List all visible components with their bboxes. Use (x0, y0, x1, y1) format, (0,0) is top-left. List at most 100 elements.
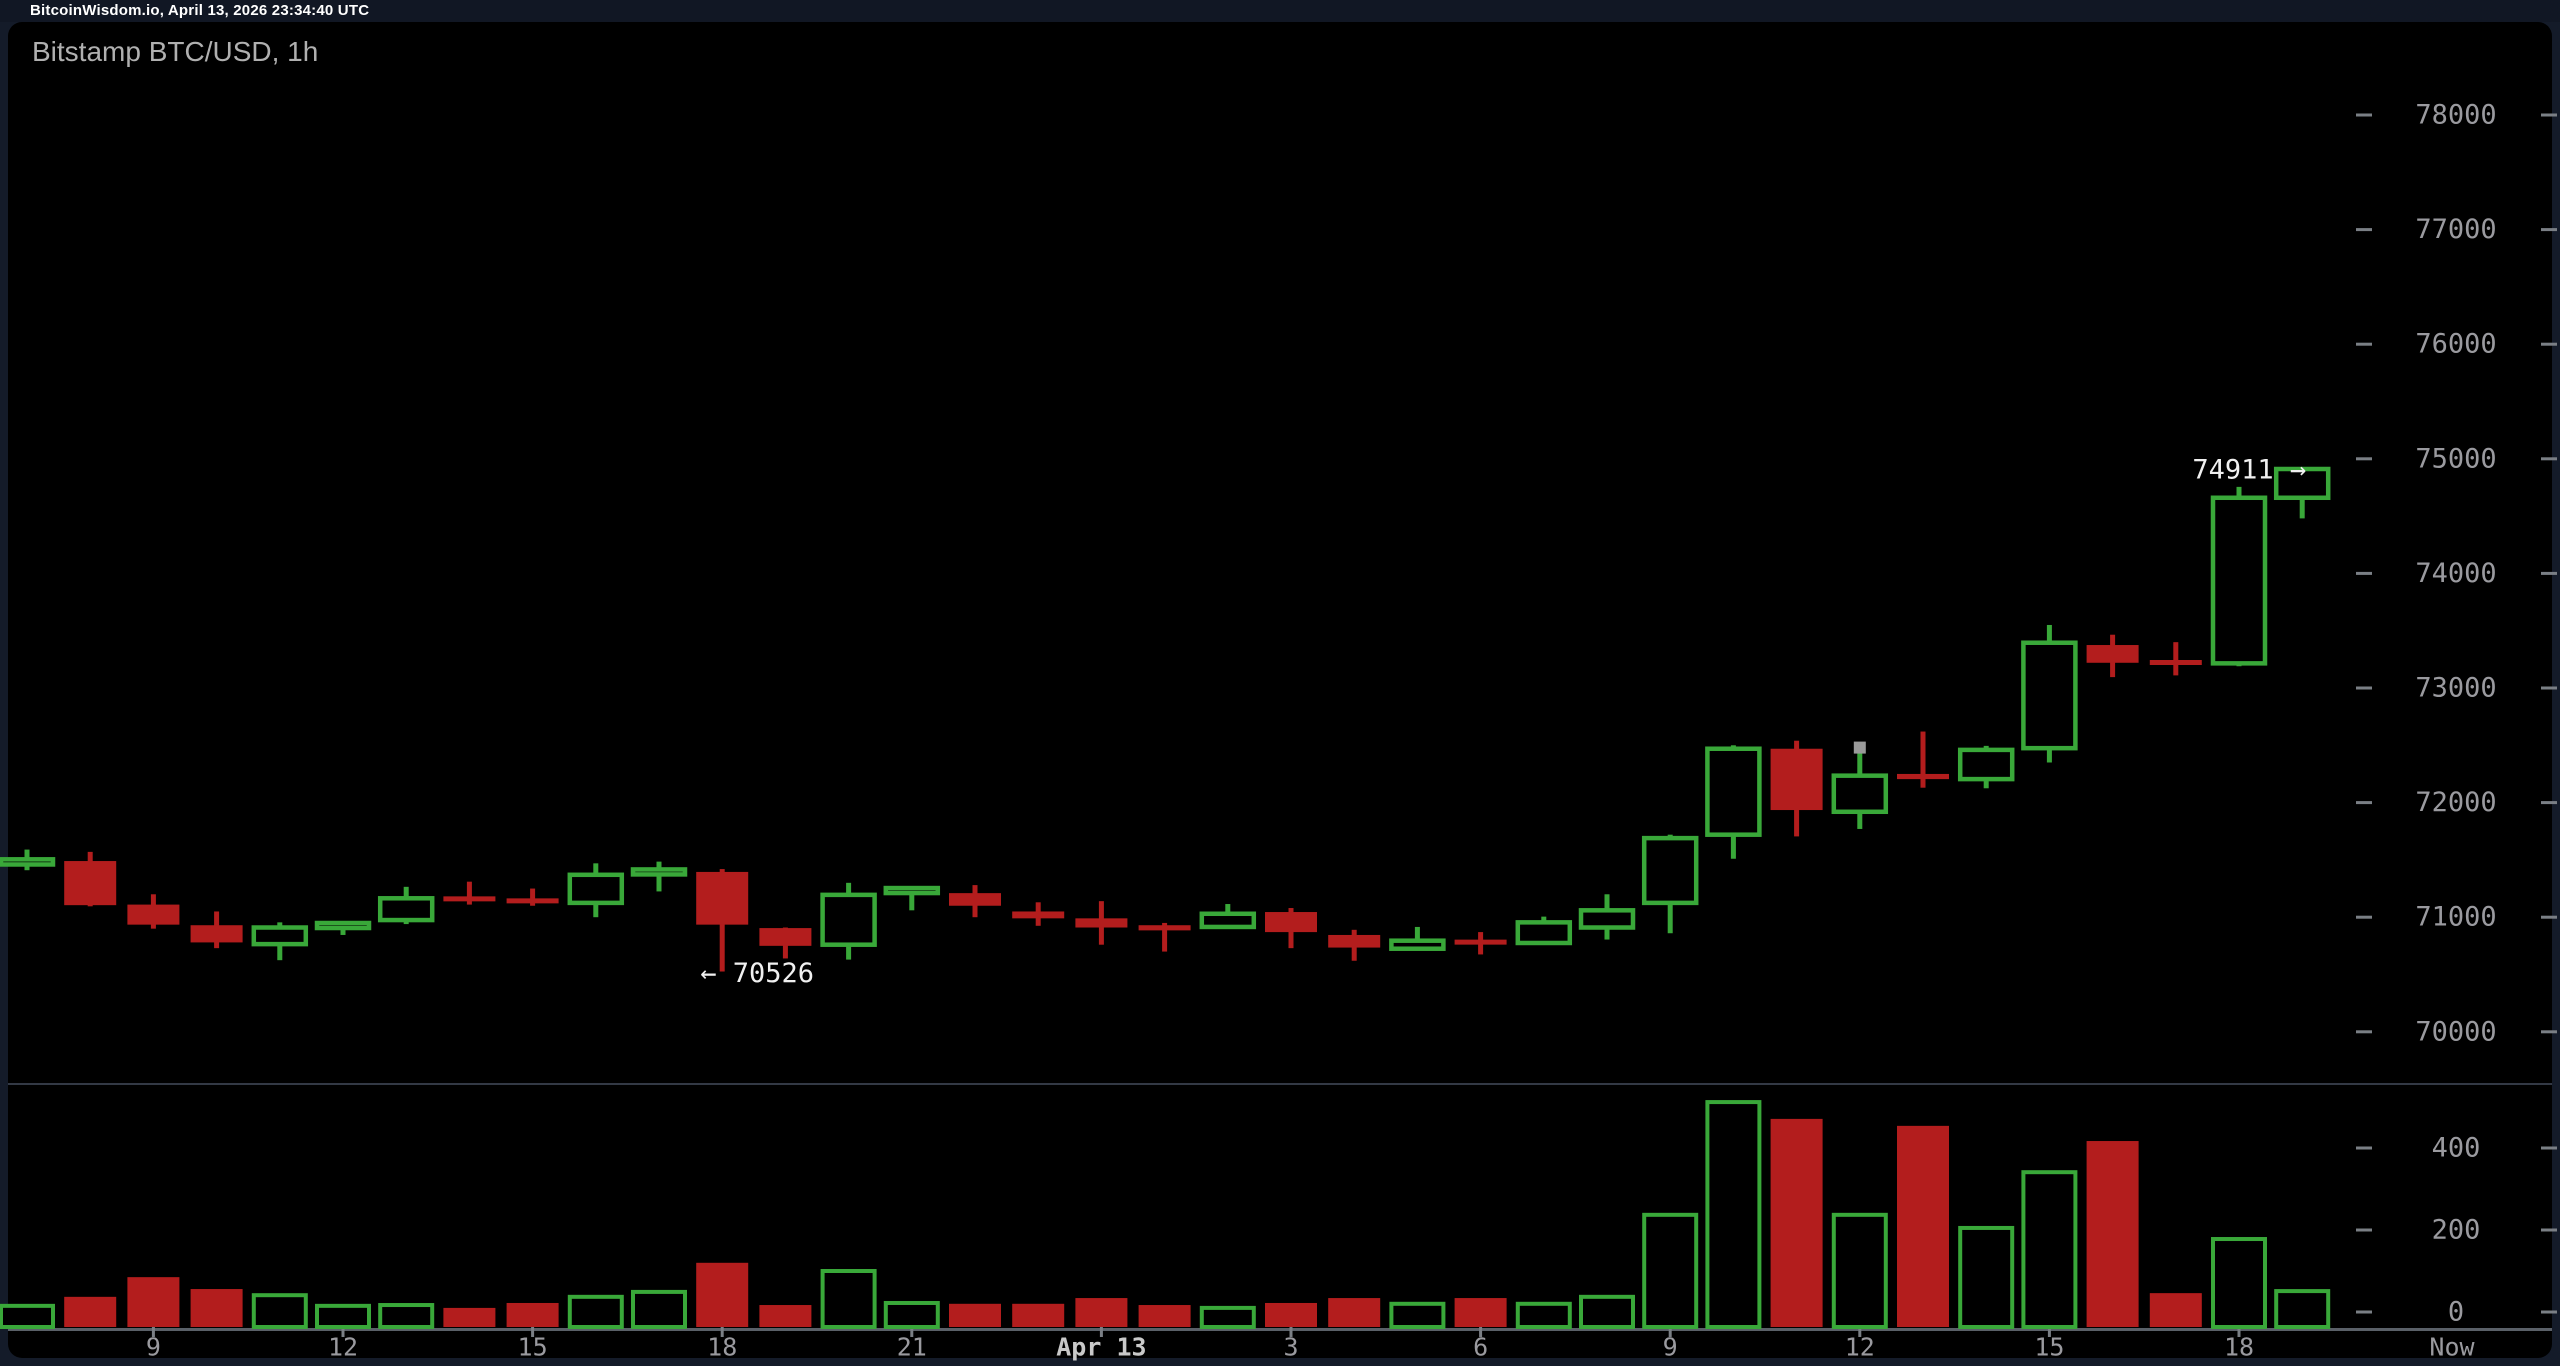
price-tick-left (2356, 457, 2372, 461)
candle-body-down[interactable] (1075, 918, 1128, 928)
price-axis-label: 72000 (2415, 787, 2496, 818)
volume-bar-down[interactable] (1328, 1298, 1381, 1327)
volume-bar-down[interactable] (1770, 1118, 1823, 1327)
candle-body-up[interactable] (251, 925, 309, 947)
pane-separator (8, 1083, 2552, 1085)
candle-body-up[interactable] (2273, 466, 2331, 501)
candle-body-down[interactable] (1454, 939, 1507, 945)
candle-body-down[interactable] (127, 904, 180, 925)
volume-bar-up[interactable] (820, 1269, 877, 1329)
candle-body-down[interactable] (190, 925, 243, 943)
price-tick-left (2356, 686, 2372, 690)
volume-bar-down[interactable] (127, 1277, 180, 1327)
volume-bar-down[interactable] (949, 1303, 1001, 1327)
price-tick-right (2541, 342, 2557, 346)
status-bar: BitcoinWisdom.io, April 13, 2026 23:34:4… (0, 0, 2560, 22)
candle-body-down[interactable] (1265, 912, 1317, 933)
candle-body-up[interactable] (883, 885, 941, 896)
candle-body-up[interactable] (1831, 773, 1889, 815)
price-axis-label: 75000 (2415, 443, 2496, 474)
candle-body-up[interactable] (1199, 911, 1257, 930)
candle-wick-up (909, 886, 915, 911)
volume-bar-up[interactable] (0, 1303, 55, 1329)
volume-bar-up[interactable] (2021, 1170, 2078, 1329)
price-tick-left (2356, 1030, 2372, 1034)
candle-body-up[interactable] (2021, 640, 2078, 751)
time-axis-label: 6 (1473, 1333, 1488, 1362)
candle-body-up[interactable] (1705, 746, 1762, 837)
candle-body-up[interactable] (1641, 835, 1699, 906)
volume-bar-up[interactable] (883, 1300, 940, 1329)
candle-body-up[interactable] (2210, 495, 2268, 666)
candle-body-up[interactable] (314, 920, 372, 931)
volume-bar-up[interactable] (631, 1289, 687, 1330)
volume-bar-up[interactable] (1389, 1301, 1446, 1330)
price-tick-right (2541, 113, 2557, 117)
volume-bar-up[interactable] (315, 1303, 371, 1329)
volume-bar-down[interactable] (64, 1296, 117, 1327)
candle-body-down[interactable] (1770, 748, 1823, 811)
volume-bar-down[interactable] (2086, 1141, 2139, 1327)
candle-body-up[interactable] (1389, 938, 1446, 951)
price-tick-right (2541, 686, 2557, 690)
chart-panel[interactable] (8, 22, 2552, 1358)
candle-wick-down (530, 888, 536, 906)
candle-body-down[interactable] (1012, 911, 1065, 919)
volume-bar-down[interactable] (1897, 1125, 1949, 1327)
volume-bar-down[interactable] (759, 1305, 812, 1327)
candle-body-down[interactable] (759, 928, 812, 946)
candle-body-down[interactable] (1897, 773, 1949, 780)
volume-bar-down[interactable] (1012, 1303, 1065, 1327)
volume-bar-down[interactable] (696, 1262, 749, 1327)
volume-bar-up[interactable] (1958, 1225, 2015, 1329)
chart-title: Bitstamp BTC/USD, 1h (32, 36, 319, 67)
volume-bar-down[interactable] (506, 1302, 559, 1327)
candle-body-down[interactable] (64, 861, 117, 906)
candle-body-down[interactable] (696, 871, 749, 925)
candle-body-up[interactable] (377, 896, 435, 923)
time-tick (910, 1321, 914, 1337)
volume-bar-up[interactable] (251, 1293, 308, 1329)
volume-bar-down[interactable] (1075, 1298, 1128, 1327)
time-tick (531, 1321, 535, 1337)
volume-bar-up[interactable] (1515, 1301, 1572, 1330)
candle-body-up[interactable] (1578, 908, 1636, 930)
candle-body-down[interactable] (949, 893, 1001, 906)
volume-axis-label: 400 (2432, 1133, 2481, 1164)
volume-bar-down[interactable] (443, 1307, 496, 1327)
volume-bar-up[interactable] (1199, 1305, 1256, 1330)
price-tick-left (2356, 801, 2372, 805)
time-tick (1289, 1321, 1293, 1337)
price-axis-label: 77000 (2415, 214, 2496, 245)
volume-bar-down[interactable] (2149, 1293, 2202, 1327)
price-tick-left (2356, 915, 2372, 919)
candle-body-up[interactable] (0, 857, 56, 867)
candle-body-down[interactable] (2149, 660, 2202, 666)
volume-bar-down[interactable] (1454, 1298, 1507, 1327)
candle-body-down[interactable] (506, 898, 559, 904)
candle-body-up[interactable] (1515, 920, 1573, 946)
volume-bar-up[interactable] (1579, 1294, 1635, 1329)
volume-bar-up[interactable] (1831, 1212, 1888, 1329)
candle-body-down[interactable] (443, 896, 496, 902)
candle-body-down[interactable] (2086, 645, 2139, 663)
volume-bar-up[interactable] (378, 1303, 435, 1330)
volume-bar-up[interactable] (1705, 1100, 1762, 1329)
time-tick (1668, 1321, 1672, 1337)
price-tick-right (2541, 228, 2557, 232)
candle-body-down[interactable] (1138, 925, 1191, 931)
volume-bar-down[interactable] (190, 1289, 243, 1327)
volume-bar-up[interactable] (1642, 1212, 1699, 1329)
volume-bar-up[interactable] (2211, 1237, 2267, 1330)
candle-body-up[interactable] (1957, 747, 2015, 782)
price-axis-label: 71000 (2415, 902, 2496, 933)
candle-body-down[interactable] (1328, 934, 1381, 948)
volume-bar-up[interactable] (567, 1294, 624, 1329)
candle-body-up[interactable] (820, 892, 877, 947)
candle-body-up[interactable] (630, 867, 688, 877)
volume-bar-down[interactable] (1138, 1305, 1191, 1327)
volume-bar-up[interactable] (2274, 1289, 2331, 1329)
volume-bar-down[interactable] (1265, 1302, 1317, 1327)
candle-body-up[interactable] (567, 872, 625, 906)
